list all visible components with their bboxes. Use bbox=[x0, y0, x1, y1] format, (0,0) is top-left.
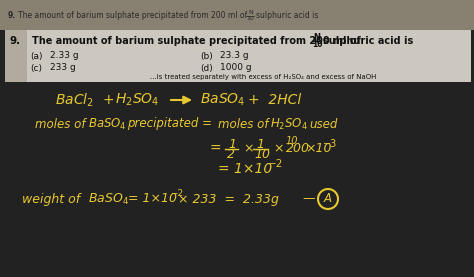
Text: = 1×10: = 1×10 bbox=[218, 162, 272, 176]
Text: 9.: 9. bbox=[8, 12, 16, 20]
Text: $H_2SO_4$: $H_2SO_4$ bbox=[270, 116, 308, 132]
Text: (a): (a) bbox=[30, 52, 43, 60]
Text: +  2HCl: + 2HCl bbox=[248, 93, 301, 107]
Text: moles of: moles of bbox=[218, 117, 268, 130]
Text: 2: 2 bbox=[227, 148, 235, 161]
Text: 1: 1 bbox=[228, 137, 236, 150]
Text: = 1×10: = 1×10 bbox=[128, 193, 177, 206]
Text: precipitated =: precipitated = bbox=[127, 117, 212, 130]
Text: ×: × bbox=[273, 142, 283, 155]
Bar bbox=[5, 30, 27, 82]
Text: +: + bbox=[103, 93, 115, 107]
Text: −2: −2 bbox=[268, 159, 283, 169]
Text: 2.33 g: 2.33 g bbox=[50, 52, 79, 60]
Text: 1: 1 bbox=[256, 137, 264, 150]
Text: ×10: ×10 bbox=[305, 142, 331, 155]
Text: (b): (b) bbox=[200, 52, 213, 60]
Text: N: N bbox=[313, 34, 320, 42]
Text: $BaSO_4$: $BaSO_4$ bbox=[200, 92, 246, 108]
Text: A: A bbox=[324, 193, 332, 206]
Bar bbox=[0, 82, 474, 277]
Text: 9.: 9. bbox=[9, 36, 20, 46]
Text: N: N bbox=[248, 11, 253, 16]
Text: =: = bbox=[210, 142, 222, 156]
Text: —: — bbox=[302, 193, 315, 206]
Text: −3: −3 bbox=[323, 139, 337, 149]
Text: (c): (c) bbox=[30, 63, 42, 73]
Text: $BaSO_4$: $BaSO_4$ bbox=[88, 191, 129, 207]
Text: 10: 10 bbox=[246, 17, 254, 22]
Text: 10: 10 bbox=[286, 136, 299, 146]
Text: $BaCl_2$: $BaCl_2$ bbox=[55, 91, 94, 109]
Bar bbox=[5, 30, 471, 82]
Text: 23.3 g: 23.3 g bbox=[220, 52, 249, 60]
Text: −2: −2 bbox=[170, 189, 183, 198]
Text: (d): (d) bbox=[200, 63, 213, 73]
Text: weight of: weight of bbox=[22, 193, 80, 206]
Text: 1000 g: 1000 g bbox=[220, 63, 252, 73]
Text: 200: 200 bbox=[286, 142, 310, 155]
Text: 10: 10 bbox=[254, 148, 270, 161]
Text: ...is treated separately with excess of H₂SO₄ and excess of NaOH: ...is treated separately with excess of … bbox=[150, 74, 376, 80]
Text: 233 g: 233 g bbox=[50, 63, 76, 73]
Text: The amount of barium sulphate precipitated from 200 ml of: The amount of barium sulphate precipitat… bbox=[32, 36, 361, 46]
Text: moles of: moles of bbox=[35, 117, 85, 130]
Text: $H_2SO_4$: $H_2SO_4$ bbox=[115, 92, 159, 108]
Text: sulphuric acid is: sulphuric acid is bbox=[256, 12, 319, 20]
Text: used: used bbox=[309, 117, 337, 130]
Text: × 233  =  2.33g: × 233 = 2.33g bbox=[178, 193, 279, 206]
Text: 10: 10 bbox=[312, 40, 322, 49]
Bar bbox=[0, 0, 474, 30]
Text: ×: × bbox=[243, 142, 254, 155]
Text: sulphuric acid is: sulphuric acid is bbox=[323, 36, 413, 46]
Text: $BaSO_4$: $BaSO_4$ bbox=[88, 116, 127, 132]
Text: The amount of barium sulphate precipitated from 200 ml of: The amount of barium sulphate precipitat… bbox=[18, 12, 247, 20]
